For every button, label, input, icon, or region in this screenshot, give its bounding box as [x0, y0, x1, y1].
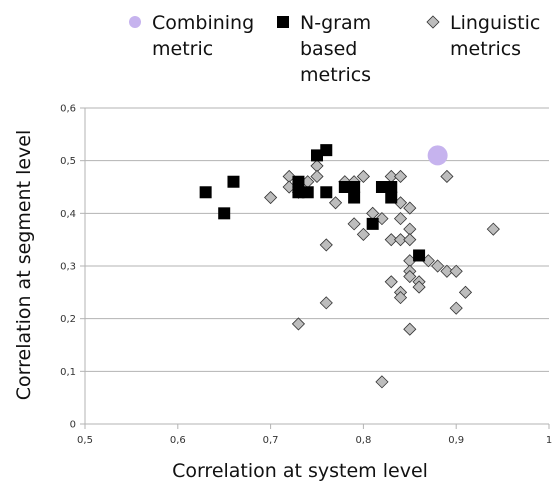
- y-tick-label: 0,1: [60, 367, 76, 378]
- point: [199, 186, 212, 199]
- point: [449, 301, 463, 315]
- point: [291, 317, 306, 331]
- y-tick-label: 0,4: [60, 209, 76, 220]
- point: [310, 169, 324, 184]
- y-axis-title: Correlation at segment level: [13, 130, 35, 401]
- point: [431, 259, 445, 273]
- point: [301, 186, 314, 199]
- y-tick-label: 0,2: [60, 314, 76, 325]
- point: [385, 181, 398, 193]
- point: [393, 212, 408, 226]
- point: [328, 196, 343, 210]
- point: [319, 238, 333, 252]
- point: [412, 280, 426, 294]
- x-tick-label: 0,9: [448, 435, 464, 446]
- legend-symbol: [129, 16, 141, 28]
- point: [427, 145, 448, 166]
- point: [347, 217, 361, 231]
- point: [375, 375, 389, 389]
- x-tick-label: 0,6: [170, 435, 186, 446]
- point: [440, 264, 454, 278]
- legend-symbol: [277, 16, 289, 28]
- x-axis-title: Correlation at system level: [172, 460, 428, 482]
- point: [356, 227, 370, 241]
- point: [375, 212, 389, 226]
- point: [449, 264, 463, 278]
- point: [356, 169, 370, 184]
- x-tick-label: 0,7: [263, 435, 279, 446]
- point: [440, 169, 454, 184]
- point: [413, 249, 426, 262]
- x-tick-label: 1: [546, 435, 552, 446]
- legend-label: Linguistic metrics: [450, 12, 540, 60]
- point: [384, 275, 398, 289]
- point: [486, 222, 500, 236]
- point: [393, 291, 408, 305]
- point: [264, 190, 278, 205]
- point: [366, 217, 379, 230]
- y-tick-label: 0,3: [60, 262, 76, 273]
- point: [338, 181, 351, 193]
- legend-label: N-gram based metrics: [300, 12, 371, 86]
- point: [393, 233, 408, 247]
- x-tick-label: 0,8: [355, 435, 371, 446]
- point: [403, 322, 417, 336]
- point: [292, 186, 305, 199]
- point: [227, 175, 240, 188]
- point: [311, 149, 323, 162]
- point: [320, 186, 333, 199]
- y-tick-label: 0: [70, 420, 76, 431]
- point: [393, 169, 408, 184]
- point: [348, 181, 361, 193]
- y-tick-label: 0,5: [60, 156, 76, 167]
- point: [292, 175, 305, 188]
- point: [348, 191, 361, 204]
- point: [385, 191, 398, 204]
- point: [320, 144, 333, 157]
- point: [403, 233, 417, 247]
- legend-label: Combining metric: [152, 12, 254, 60]
- y-tick-label: 0,6: [60, 104, 76, 115]
- x-tick-label: 0,5: [77, 435, 93, 446]
- point: [384, 233, 398, 247]
- point: [375, 181, 388, 193]
- point: [319, 296, 333, 310]
- point: [218, 207, 231, 220]
- point: [403, 269, 417, 284]
- point: [403, 201, 417, 215]
- legend-symbol: [426, 15, 440, 29]
- point: [458, 285, 473, 299]
